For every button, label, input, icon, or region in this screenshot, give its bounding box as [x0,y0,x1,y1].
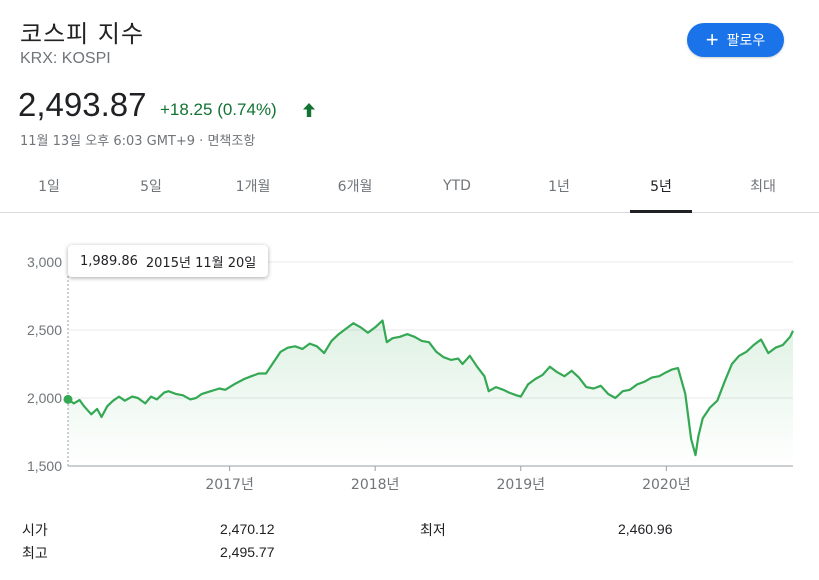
arrow-up-icon [303,103,315,117]
stat-open-label: 시가 [22,523,48,539]
hover-point [63,394,73,404]
x-tick-label: 2020년 [642,477,691,493]
series-area [68,320,793,466]
tab-label: 최대 [750,179,776,195]
range-tabs: 1일 5일 1개월 6개월 YTD 1년 5년 최대 [0,160,819,213]
series-line [67,319,794,457]
tab-range[interactable]: 1년 [528,160,590,212]
x-tick-label: 2019년 [497,477,546,493]
chart-tooltip: 1,989.86 2015년 11월 20일 [68,245,269,277]
stat-high-value: 2,495.77 [220,544,275,560]
active-tab-indicator [630,210,692,213]
stat-low-value: 2,460.96 [618,521,673,537]
tab-range[interactable]: 6개월 [324,160,386,212]
follow-button-label: 팔로우 [726,33,766,49]
tab-range[interactable]: 1개월 [222,160,284,212]
quote-timestamp: 11월 13일 오후 6:03 GMT+9 · 면책조항 [20,134,256,149]
tab-label: 1년 [548,179,570,195]
tab-label: 1개월 [235,179,271,195]
tab-label: 1일 [38,179,60,195]
tab-label: 5일 [140,179,162,195]
stat-high-label: 최고 [22,546,48,562]
follow-button[interactable]: + 팔로우 [687,23,784,57]
x-tick-label: 2017년 [205,477,254,493]
y-tick-label: 2,500 [27,322,62,338]
tab-label: 5년 [650,179,672,195]
y-tick-label: 3,000 [27,254,62,270]
price-chart[interactable]: 1,500 2,000 2,500 3,000 2017년 2018년 2019년 2020년 [0,214,819,504]
stat-low-label: 최저 [420,523,446,539]
tab-label: YTD [443,178,471,194]
x-tick-label: 2018년 [351,477,400,493]
tab-range[interactable]: 5년 [630,160,692,213]
current-price: 2,493.87 [18,86,147,123]
ticker-symbol: KRX: KOSPI [20,50,111,67]
tooltip-date: 2015년 11월 20일 [145,255,257,271]
stat-open-value: 2,470.12 [220,521,275,537]
tab-label: 6개월 [337,179,373,195]
price-change: +18.25 (0.74%) [160,100,277,119]
tooltip-value: 1,989.86 [80,253,138,269]
tab-range[interactable]: 5일 [120,160,182,212]
y-tick-label: 2,000 [27,390,62,406]
tab-range[interactable]: YTD [426,160,488,212]
tab-range[interactable]: 1일 [18,160,80,212]
tab-range[interactable]: 최대 [732,160,794,212]
y-tick-label: 1,500 [27,458,62,474]
page-title: 코스피 지수 [20,20,145,48]
plus-icon: + [705,27,719,52]
